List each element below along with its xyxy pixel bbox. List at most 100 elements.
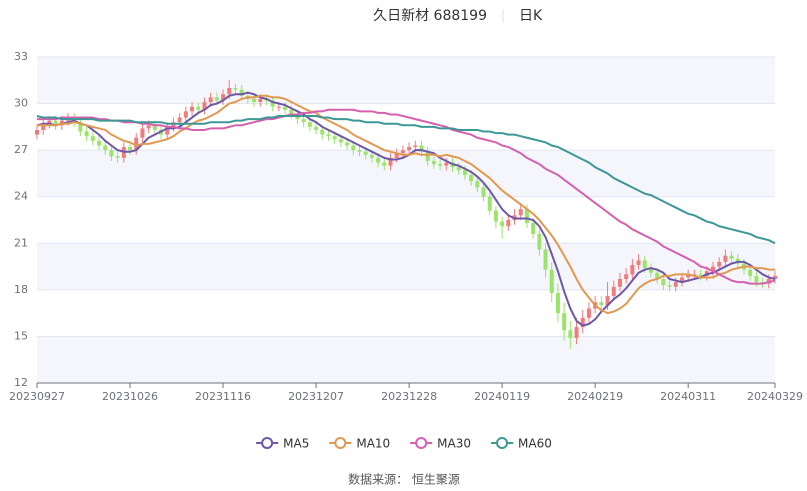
- candle-body: [611, 286, 616, 297]
- candle-body: [667, 285, 672, 287]
- candle-body: [165, 126, 170, 135]
- candle-body: [723, 255, 728, 262]
- candle-body: [307, 122, 312, 127]
- candle-body: [103, 145, 108, 151]
- candle-body: [109, 150, 114, 157]
- candle-body: [642, 260, 647, 269]
- candle-body: [518, 209, 523, 216]
- candle-body: [227, 88, 232, 95]
- legend-label: MA30: [437, 437, 471, 451]
- candle-body: [586, 308, 591, 318]
- candle-body: [53, 120, 58, 126]
- candle-body: [481, 187, 486, 197]
- ma-line: [36, 91, 776, 327]
- ma-line: [36, 114, 776, 245]
- candle-body: [568, 330, 573, 338]
- candle-body: [524, 209, 529, 224]
- candle-body: [431, 161, 436, 165]
- candle-body: [531, 223, 536, 234]
- candle-body: [673, 282, 678, 287]
- candle-body: [84, 131, 89, 137]
- source-note: 数据来源： 恒生聚源: [348, 472, 460, 487]
- candle-body: [444, 162, 449, 166]
- candle-body: [462, 170, 467, 175]
- x-tick-label: 20231228: [381, 390, 437, 403]
- candle-body: [252, 98, 257, 103]
- candle-body: [655, 272, 660, 279]
- candle-body: [555, 292, 560, 314]
- candle-body: [413, 145, 418, 148]
- legend-label: MA60: [518, 437, 552, 451]
- candle-body: [326, 134, 331, 137]
- y-tick-label: 18: [14, 283, 28, 296]
- candle-body: [363, 151, 368, 155]
- candle-body: [698, 274, 703, 276]
- legend-marker: [334, 437, 347, 449]
- candle-body: [710, 266, 715, 272]
- candle-body: [128, 147, 133, 151]
- ma-line: [37, 108, 776, 285]
- legend-marker: [261, 437, 274, 449]
- chart-title: 久日新材 688199: [373, 8, 487, 24]
- candle-body: [562, 313, 567, 331]
- candle-body: [320, 129, 325, 135]
- x-tick-label: 20231207: [288, 390, 344, 403]
- candle-body: [369, 154, 374, 158]
- candle-body: [376, 157, 381, 163]
- y-tick-label: 33: [14, 50, 28, 63]
- candle-body: [580, 317, 585, 328]
- candle-body: [493, 210, 498, 222]
- candle-body: [630, 265, 635, 275]
- chart-period: 日K: [519, 8, 543, 24]
- y-tick-label: 15: [14, 329, 28, 342]
- x-tick-label: 20240219: [567, 390, 623, 403]
- legend-item: MA5: [256, 437, 309, 451]
- candle-body: [425, 151, 430, 162]
- candle-body: [400, 150, 405, 154]
- candle-body: [388, 157, 393, 166]
- candle-body: [506, 220, 511, 227]
- candle-body: [394, 153, 399, 158]
- legend-item: MA60: [491, 437, 552, 451]
- candle-body: [475, 181, 480, 188]
- candle-body: [574, 327, 579, 338]
- y-tick-label: 21: [14, 236, 28, 249]
- plot-band: [37, 150, 775, 197]
- candle-body: [754, 275, 759, 283]
- ma-line: [37, 94, 775, 315]
- candle-body: [661, 278, 666, 286]
- candle-body: [276, 106, 281, 108]
- plot-bands: [37, 57, 775, 383]
- candle-body: [314, 126, 319, 130]
- candle-body: [289, 109, 294, 115]
- legend: MA5 MA10 MA30 MA60: [256, 437, 552, 451]
- legend-label: MA10: [356, 437, 390, 451]
- candle-body: [239, 89, 244, 96]
- candle-body: [549, 269, 554, 293]
- y-tick-label: 27: [14, 143, 28, 156]
- candle-body: [773, 275, 777, 279]
- legend-marker: [496, 437, 509, 449]
- candle-body: [208, 97, 213, 103]
- candle-body: [500, 221, 505, 227]
- x-tick-label: 20231116: [195, 390, 251, 403]
- candle-body: [78, 122, 83, 132]
- candle-body: [97, 140, 102, 146]
- legend-label: MA5: [283, 437, 309, 451]
- candle-body: [233, 88, 238, 90]
- x-tick-label: 20240329: [747, 390, 803, 403]
- candle-body: [717, 261, 722, 267]
- candle-body: [140, 128, 145, 138]
- y-tick-label: 24: [14, 190, 28, 203]
- candle-body: [190, 106, 195, 112]
- candle-body: [301, 119, 306, 123]
- plot-band: [37, 336, 775, 383]
- candle-body: [258, 98, 263, 103]
- candle-body: [47, 120, 52, 124]
- candle-body: [438, 164, 443, 166]
- candle-body: [636, 260, 641, 266]
- candle-body: [345, 142, 350, 146]
- candle-body: [617, 278, 622, 287]
- x-tick-label: 20240119: [474, 390, 530, 403]
